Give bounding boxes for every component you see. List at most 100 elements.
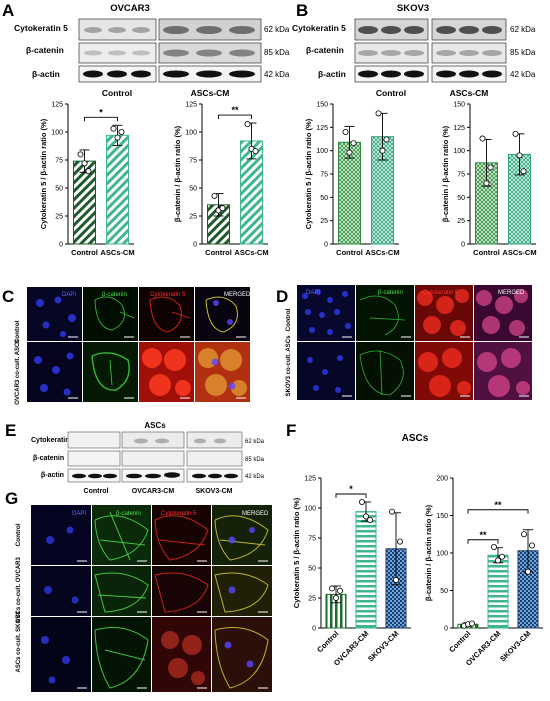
y-tick-label: 50 xyxy=(308,566,316,573)
channel-label-merged: MERGED xyxy=(224,292,251,298)
blot-label-beta-actin: β-actin xyxy=(41,472,64,479)
y-tick-label: 25 xyxy=(308,596,316,603)
data-point xyxy=(392,577,399,584)
channel-label-cytokeratin5: Cytokeratin 5 xyxy=(161,511,197,517)
blot-group-control: Control xyxy=(102,88,132,98)
chart-b2: 0 25 50 75 100 125 150 β-catenin / β-actin rati… xyxy=(441,102,537,258)
bar xyxy=(355,511,377,629)
panel-letter-d: D xyxy=(276,287,288,306)
significance-label: ** xyxy=(479,530,487,540)
data-point xyxy=(114,134,121,141)
y-axis-label: β-catenin / β-actin ratio (%) xyxy=(441,125,450,222)
microscopy-panel-g: Control ASCs co-cult. OVCAR3 ASCs co-cul… xyxy=(15,505,272,692)
data-point xyxy=(379,147,386,154)
significance-label: ** xyxy=(231,105,239,115)
blot-label-beta-catenin: β-catenin xyxy=(33,455,64,462)
kda-62: 62 kDa xyxy=(264,25,290,34)
data-point xyxy=(252,148,259,155)
y-tick-label: 50 xyxy=(55,186,63,193)
y-tick-label: 0 xyxy=(312,626,316,633)
data-point xyxy=(529,542,536,549)
y-tick-label: 150 xyxy=(453,102,465,109)
y-tick-label: 125 xyxy=(453,125,465,132)
blot-group-ovcar3-cm: OVCAR3-CM xyxy=(132,488,175,495)
chart-f1: 0 25 50 75 100 125 Cytokeratin 5 / β-actin rat… xyxy=(292,476,411,668)
y-axis-label: Cytokeratin 5 / β-actin ratio (%) xyxy=(292,497,301,608)
y-tick-label: 0 xyxy=(193,242,197,249)
panel-title-ascs-blot: ASCs xyxy=(144,421,166,430)
y-tick-label: 100 xyxy=(185,130,197,137)
bar xyxy=(487,554,509,629)
channel-label-dapi: DAPI xyxy=(72,511,86,517)
channel-label-dapi: DAPI xyxy=(306,290,320,296)
y-tick-label: 50 xyxy=(320,195,328,202)
category-label: SKOV3-CM xyxy=(366,629,400,663)
data-point xyxy=(479,135,486,142)
significance-label: ** xyxy=(494,500,502,510)
y-axis-label: β-catenin / β-actin ratio (%) xyxy=(173,125,182,222)
kda-62: 62 kDa xyxy=(245,439,265,445)
y-tick-label: 0 xyxy=(59,242,63,249)
data-point xyxy=(358,498,365,505)
panel-letter-f: F xyxy=(286,421,296,440)
data-point xyxy=(494,557,501,564)
data-point xyxy=(219,205,226,212)
y-tick-label: 100 xyxy=(304,506,316,513)
panel-letter-c: C xyxy=(2,287,14,306)
y-axis-label: Cytokeratin 5 / β-actin ratio (%) xyxy=(304,118,313,229)
significance-bracket xyxy=(218,114,252,120)
category-label: ASCs-CM xyxy=(502,248,536,257)
data-point xyxy=(498,553,505,560)
data-point xyxy=(244,121,251,128)
chart-f2: 0 50 100 150 200 β-catenin / β-actin ratio (%… xyxy=(424,476,543,668)
data-point xyxy=(512,130,519,137)
data-point xyxy=(375,110,382,117)
chart-a1: 0 25 50 75 100 125 Cytokeratin 5 / β-actin rat… xyxy=(39,102,135,258)
category-label: ASCs-CM xyxy=(365,248,399,257)
y-tick-label: 50 xyxy=(189,186,197,193)
data-point xyxy=(350,140,357,147)
blot-group-ascs-cm: ASCs-CM xyxy=(191,88,230,98)
channel-label-beta-catenin: β-catenin xyxy=(102,292,127,298)
kda-42: 42 kDa xyxy=(264,70,290,79)
data-point xyxy=(336,587,343,594)
y-tick-label: 75 xyxy=(457,172,465,179)
category-label: Control xyxy=(473,248,500,257)
blot-label-beta-catenin: β-catenin xyxy=(306,45,344,55)
kda-62: 62 kDa xyxy=(510,25,536,34)
bar xyxy=(73,160,96,245)
category-label: ASCs-CM xyxy=(234,248,268,257)
data-point xyxy=(383,136,390,143)
significance-bracket xyxy=(467,539,499,544)
channel-label-cytokeratin5: Cytokeratin 5 xyxy=(423,290,459,296)
y-tick-label: 150 xyxy=(436,513,448,520)
data-point xyxy=(483,180,490,187)
y-tick-label: 0 xyxy=(461,242,465,249)
data-point xyxy=(366,517,373,524)
blot-label-beta-catenin: β-catenin xyxy=(26,45,64,55)
y-tick-label: 150 xyxy=(316,102,328,109)
data-point xyxy=(118,128,125,135)
kda-42: 42 kDa xyxy=(245,474,265,480)
y-tick-label: 50 xyxy=(457,195,465,202)
data-point xyxy=(362,513,369,520)
row-label-control: Control xyxy=(285,308,292,331)
row-label-control: Control xyxy=(14,320,21,343)
y-tick-label: 125 xyxy=(185,102,197,109)
blot-label-beta-actin: β-actin xyxy=(318,69,346,79)
data-point xyxy=(332,595,339,602)
blot-group-skov3-cm: SKOV3-CM xyxy=(196,488,233,495)
panel-title-skov3: SKOV3 xyxy=(397,3,429,14)
data-point xyxy=(490,544,497,551)
y-tick-label: 200 xyxy=(436,476,448,483)
blot-group-control: Control xyxy=(376,88,406,98)
kda-85: 85 kDa xyxy=(264,48,290,57)
channel-label-beta-catenin: β-catenin xyxy=(378,290,403,296)
y-tick-label: 0 xyxy=(324,242,328,249)
blot-group-ascs-cm: ASCs-CM xyxy=(450,88,489,98)
y-tick-label: 25 xyxy=(457,218,465,225)
panel-letter-b: B xyxy=(296,1,308,20)
y-tick-label: 100 xyxy=(51,130,63,137)
data-point xyxy=(487,164,494,171)
